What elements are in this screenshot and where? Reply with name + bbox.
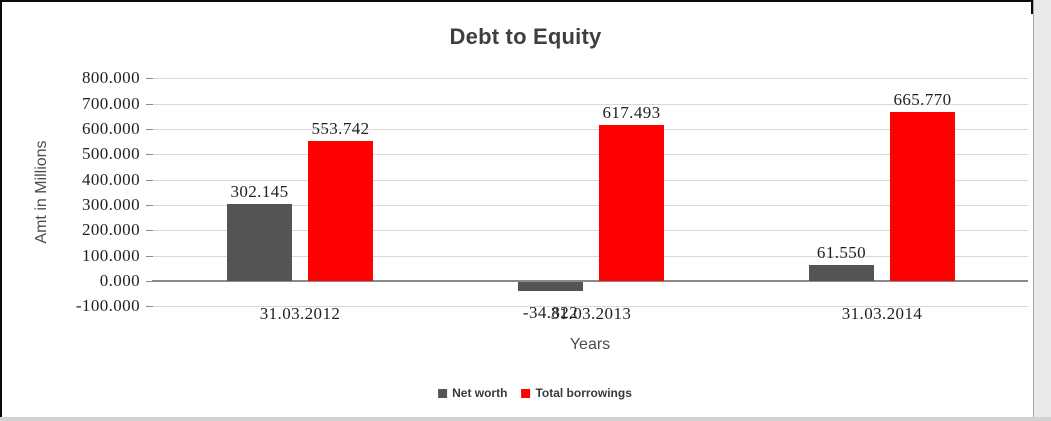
x-tick-label: 31.03.2012 — [259, 304, 341, 323]
y-tick-label: 200.000 — [81, 220, 140, 239]
chart-top-border — [0, 0, 1033, 2]
gridline — [152, 154, 1028, 155]
gridline — [152, 306, 1028, 307]
y-axis-tick — [146, 281, 153, 282]
bar-net-worth[interactable] — [518, 282, 583, 291]
gridline — [152, 129, 1028, 130]
bar-total-borrowings[interactable] — [599, 125, 664, 281]
y-tick-label: 0.000 — [99, 271, 140, 290]
legend-swatch-icon — [521, 388, 531, 398]
y-tick-label: -100.000 — [75, 296, 140, 315]
y-axis-tick — [146, 256, 153, 257]
legend-label: Total borrowings — [535, 386, 632, 400]
legend-label: Net worth — [452, 386, 508, 400]
chart-left-border — [0, 0, 2, 417]
right-background-strip — [1033, 0, 1051, 417]
y-tick-label: 300.000 — [81, 195, 140, 214]
data-label: 665.770 — [893, 90, 952, 109]
gridline — [152, 78, 1028, 79]
y-axis-tick — [146, 154, 153, 155]
y-tick-label: 600.000 — [81, 119, 140, 138]
bottom-background-strip — [0, 417, 1051, 421]
bar-total-borrowings[interactable] — [890, 112, 955, 281]
y-tick-label: 500.000 — [81, 144, 140, 163]
y-axis-tick — [146, 205, 153, 206]
y-axis-tick — [146, 104, 153, 105]
data-label: 553.742 — [311, 119, 370, 138]
y-axis-tick — [146, 129, 153, 130]
legend: Net worth Total borrowings — [438, 386, 632, 400]
x-axis-title: Years — [569, 336, 611, 353]
gridline — [152, 104, 1028, 105]
y-tick-label: 700.000 — [81, 94, 140, 113]
chart-title: Debt to Equity — [449, 24, 602, 49]
y-axis-tick — [146, 180, 153, 181]
data-label: -34.822 — [522, 303, 579, 322]
gridline — [152, 230, 1028, 231]
gridline — [152, 180, 1028, 181]
gridline — [152, 256, 1028, 257]
data-label: 302.145 — [230, 182, 289, 201]
y-axis-tick — [146, 78, 153, 79]
data-label: 617.493 — [602, 103, 661, 122]
bar-total-borrowings[interactable] — [308, 141, 373, 281]
y-tick-label: 400.000 — [81, 170, 140, 189]
chart-corner-notch — [1031, 0, 1034, 14]
bar-net-worth[interactable] — [227, 204, 292, 281]
x-tick-label: 31.03.2014 — [841, 304, 923, 323]
legend-item[interactable]: Total borrowings — [521, 386, 632, 400]
legend-item[interactable]: Net worth — [438, 386, 507, 400]
x-tick-label: 31.03.2013 — [550, 304, 632, 323]
y-axis-tick — [146, 306, 153, 307]
bar-net-worth[interactable] — [809, 265, 874, 281]
legend-swatch-icon — [438, 388, 448, 398]
x-axis-line — [152, 280, 1028, 282]
y-axis-tick — [146, 230, 153, 231]
y-tick-label: 800.000 — [81, 68, 140, 87]
data-label: 61.550 — [816, 243, 867, 262]
gridline — [152, 205, 1028, 206]
y-tick-label: 100.000 — [81, 246, 140, 265]
